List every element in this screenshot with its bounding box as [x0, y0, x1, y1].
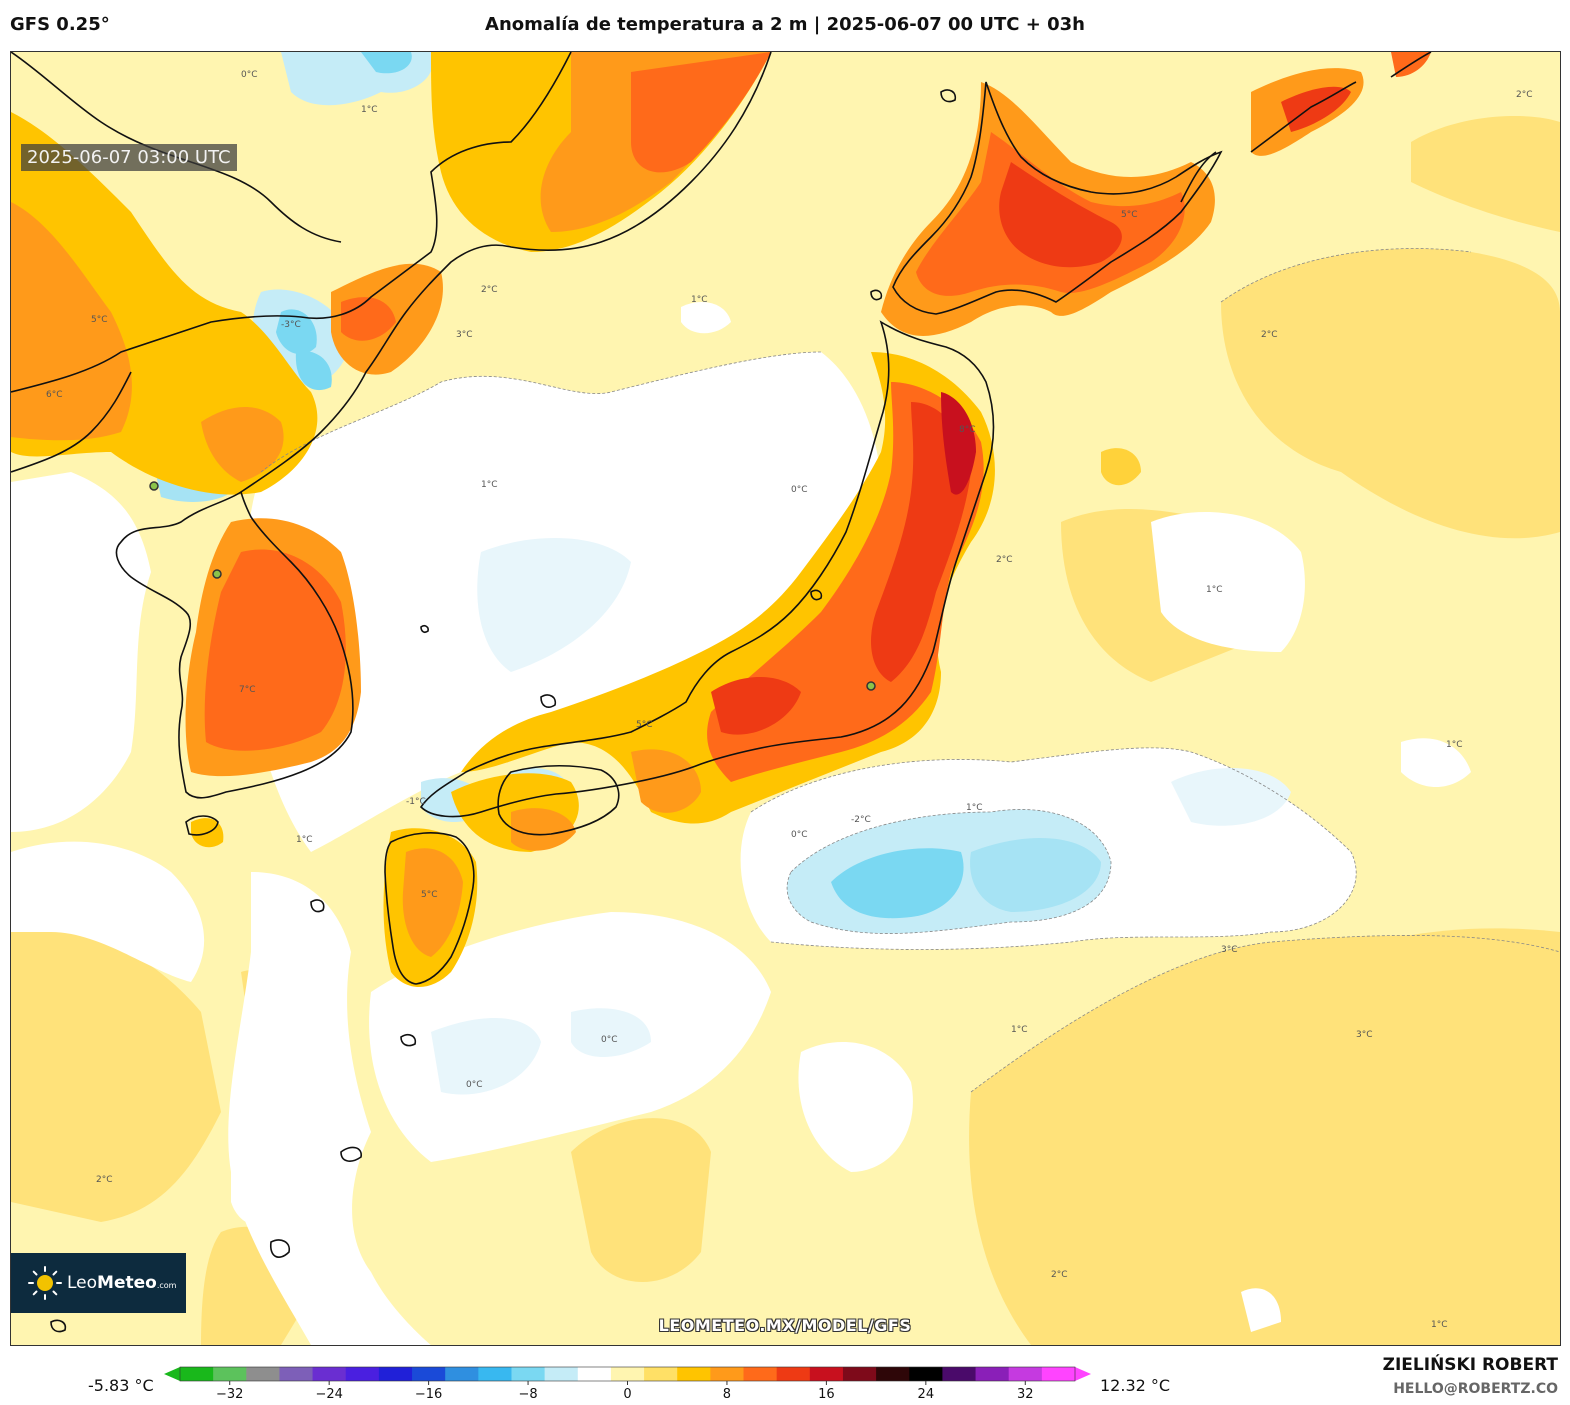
- max-value-label: 12.32 °C: [1100, 1376, 1171, 1395]
- svg-text:1°C: 1°C: [966, 803, 983, 813]
- colorbar-segment: [378, 1367, 413, 1381]
- svg-text:5°C: 5°C: [91, 315, 108, 325]
- svg-text:6°C: 6°C: [46, 390, 63, 400]
- svg-text:1°C: 1°C: [691, 295, 708, 305]
- contour-labels: 0°C 1°C 2°C 3°C 5°C 6°C 7°C 8°C -1°C -2°…: [46, 70, 1533, 1330]
- svg-text:-1°C: -1°C: [406, 797, 426, 807]
- svg-text:1°C: 1°C: [481, 480, 498, 490]
- colorbar-tick-label: −24: [315, 1387, 342, 1402]
- svg-text:2°C: 2°C: [1261, 330, 1278, 340]
- colorbar-segment: [180, 1367, 214, 1381]
- svg-text:5°C: 5°C: [636, 720, 653, 730]
- anomaly-2c-areas: [11, 116, 1560, 1345]
- svg-text:3°C: 3°C: [456, 330, 473, 340]
- colorbar-tick-label: 16: [818, 1387, 835, 1402]
- svg-text:0°C: 0°C: [466, 1080, 483, 1090]
- min-value-label: -5.83 °C: [88, 1376, 154, 1395]
- svg-text:0°C: 0°C: [601, 1035, 618, 1045]
- svg-text:0°C: 0°C: [791, 485, 808, 495]
- colorbar-segment: [312, 1367, 347, 1381]
- svg-text:2°C: 2°C: [1051, 1270, 1068, 1280]
- contour-lines: [260, 248, 1560, 1093]
- colorbar-segment: [1008, 1367, 1043, 1381]
- svg-text:8°C: 8°C: [959, 425, 976, 435]
- svg-text:1°C: 1°C: [1206, 585, 1223, 595]
- svg-text:0°C: 0°C: [241, 70, 258, 80]
- leometeo-logo[interactable]: LeoMeteo.com: [11, 1253, 186, 1313]
- valid-time-badge: 2025-06-07 03:00 UTC: [21, 144, 237, 171]
- colorbar-segment: [544, 1367, 579, 1381]
- sun-icon: [28, 1266, 62, 1300]
- colorbar-segment: [809, 1367, 844, 1381]
- colorbar-segment: [975, 1367, 1010, 1381]
- colorbar-segment: [842, 1367, 877, 1381]
- colorbar-max-arrow: [1075, 1367, 1091, 1381]
- svg-text:5°C: 5°C: [1121, 210, 1138, 220]
- colorbar-tick-label: 24: [918, 1387, 935, 1402]
- svg-text:-3°C: -3°C: [281, 320, 301, 330]
- svg-text:5°C: 5°C: [421, 890, 438, 900]
- colorbar-segment: [710, 1367, 745, 1381]
- svg-text:2°C: 2°C: [996, 555, 1013, 565]
- colorbar-segment: [478, 1367, 513, 1381]
- svg-text:3°C: 3°C: [1221, 945, 1238, 955]
- colorbar-min-arrow: [164, 1367, 180, 1381]
- svg-text:0°C: 0°C: [791, 830, 808, 840]
- svg-text:1°C: 1°C: [1431, 1320, 1448, 1330]
- map-title: Anomalía de temperatura a 2 m | 2025-06-…: [485, 14, 1085, 35]
- colorbar-segment: [445, 1367, 479, 1381]
- colorbar-segment: [246, 1367, 281, 1381]
- logo-wordmark: LeoMeteo.com: [67, 1273, 177, 1293]
- colorbar-segment: [876, 1367, 910, 1381]
- watermark-url: LEOMETEO.MX/MODEL/GFS: [658, 1316, 912, 1335]
- colorbar-segment: [776, 1367, 811, 1381]
- colorbar-segment: [942, 1367, 977, 1381]
- colorbar-segment: [412, 1367, 446, 1381]
- author-credit: ZIELIŃSKI ROBERT: [1382, 1355, 1558, 1375]
- svg-text:1°C: 1°C: [1446, 740, 1463, 750]
- map-canvas: 0°C 1°C 2°C 3°C 5°C 6°C 7°C 8°C -1°C -2°…: [11, 52, 1560, 1345]
- colorbar-tick-label: 0: [623, 1387, 631, 1402]
- colorbar-segment: [213, 1367, 247, 1381]
- anomaly-positive-areas: [11, 52, 1431, 987]
- colorbar-segment: [610, 1367, 645, 1381]
- svg-text:1°C: 1°C: [296, 835, 313, 845]
- colorbar-tick-label: 8: [723, 1387, 731, 1402]
- colorbar-segment: [909, 1367, 944, 1381]
- colorbar-segment: [1041, 1367, 1076, 1381]
- svg-text:2°C: 2°C: [1516, 90, 1533, 100]
- svg-text:1°C: 1°C: [361, 105, 378, 115]
- svg-text:-2°C: -2°C: [851, 815, 871, 825]
- colorbar-tick-label: −16: [415, 1387, 442, 1402]
- colorbar-segment: [279, 1367, 314, 1381]
- colorbar-segment: [345, 1367, 380, 1381]
- svg-text:2°C: 2°C: [96, 1175, 113, 1185]
- svg-text:1°C: 1°C: [1011, 1025, 1028, 1035]
- colorbar-segment: [743, 1367, 778, 1381]
- colorbar-segment: [511, 1367, 546, 1381]
- svg-text:3°C: 3°C: [1356, 1030, 1373, 1040]
- colorbar: −32 −24 −16 −8 0 8 16 24 32: [164, 1366, 1091, 1402]
- colorbar-segment: [677, 1367, 711, 1381]
- colorbar-tick-label: −8: [518, 1387, 537, 1402]
- colorbar-segment: [644, 1367, 678, 1381]
- model-label: GFS 0.25°: [10, 14, 110, 35]
- city-markers: [149, 481, 876, 691]
- temperature-anomaly-map[interactable]: 0°C 1°C 2°C 3°C 5°C 6°C 7°C 8°C -1°C -2°…: [10, 51, 1561, 1346]
- colorbar-segment: [577, 1367, 612, 1381]
- author-email[interactable]: HELLO@ROBERTZ.CO: [1393, 1381, 1558, 1397]
- svg-text:7°C: 7°C: [239, 685, 256, 695]
- colorbar-tick-label: −32: [216, 1387, 243, 1402]
- svg-text:2°C: 2°C: [481, 285, 498, 295]
- colorbar-tick-label: 32: [1017, 1387, 1034, 1402]
